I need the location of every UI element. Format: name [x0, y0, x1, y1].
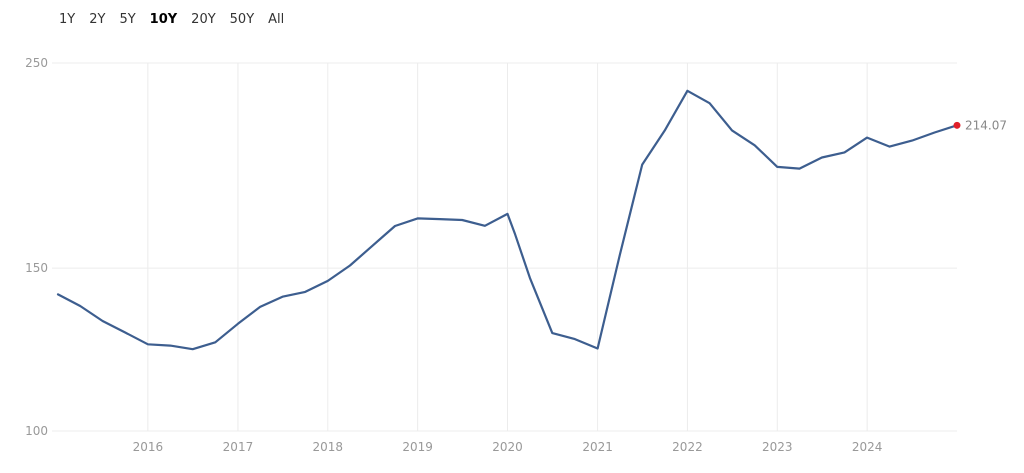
- range-tab-2y[interactable]: 2Y: [89, 12, 106, 27]
- x-tick-label: 2023: [762, 440, 793, 454]
- range-tab-5y[interactable]: 5Y: [119, 12, 136, 27]
- chart-grid: [52, 62, 957, 432]
- y-tick-label: 100: [25, 424, 48, 438]
- x-tick-label: 2016: [133, 440, 164, 454]
- range-tab-1y[interactable]: 1Y: [59, 12, 76, 27]
- x-axis: 2016 2017 2018 2019 2020 2021 2022 2023 2024: [133, 440, 883, 454]
- last-value-label: 214.07: [965, 118, 1007, 132]
- x-tick-label: 2020: [492, 440, 523, 454]
- x-tick-label: 2024: [852, 440, 883, 454]
- y-tick-label: 250: [25, 56, 48, 70]
- x-tick-label: 2021: [582, 440, 613, 454]
- series-line: [56, 89, 959, 351]
- range-tab-50y[interactable]: 50Y: [229, 12, 255, 27]
- range-tab-20y[interactable]: 20Y: [191, 12, 216, 27]
- x-tick-label: 2019: [402, 440, 433, 454]
- last-point-marker[interactable]: [953, 121, 961, 129]
- y-axis: 100 150 250: [25, 56, 48, 438]
- series-layer: 214.07: [56, 89, 1007, 351]
- x-tick-label: 2017: [223, 440, 254, 454]
- range-selector: 1Y 2Y 5Y 10Y 20Y 50Y All: [52, 10, 291, 29]
- x-tick-label: 2018: [313, 440, 344, 454]
- range-tab-all[interactable]: All: [268, 12, 285, 27]
- range-tab-10y[interactable]: 10Y: [149, 12, 178, 27]
- y-tick-label: 150: [25, 261, 48, 275]
- x-tick-label: 2022: [672, 440, 703, 454]
